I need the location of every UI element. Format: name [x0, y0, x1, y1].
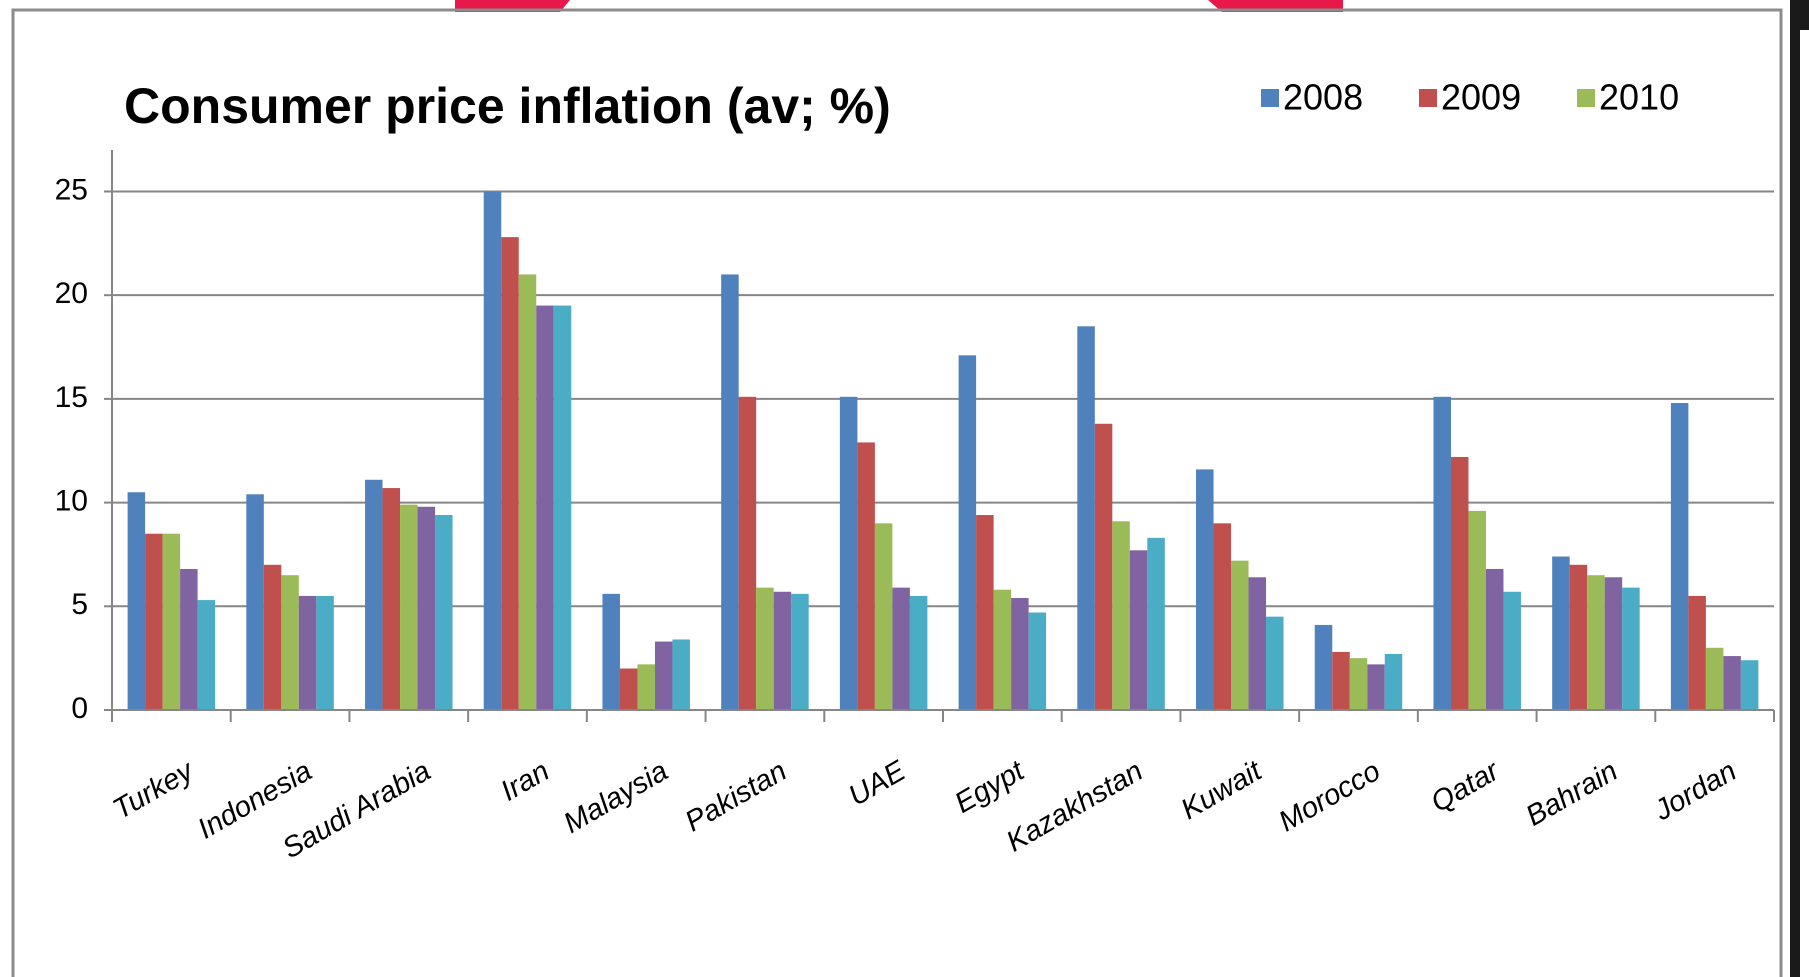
legend-swatch	[1419, 89, 1437, 107]
bar	[1485, 568, 1504, 710]
bar	[1129, 550, 1148, 710]
bar	[756, 587, 774, 710]
bar	[1112, 521, 1130, 710]
bar	[1705, 647, 1724, 710]
bar	[1231, 560, 1249, 710]
bar	[958, 355, 977, 710]
bar	[281, 575, 299, 710]
side-bar	[1800, 30, 1809, 977]
bar	[1587, 575, 1605, 710]
bar	[791, 593, 809, 710]
bar	[1028, 612, 1047, 710]
bar	[773, 591, 792, 710]
y-tick-label: 15	[55, 381, 88, 414]
bar	[435, 515, 453, 710]
bar	[1740, 660, 1759, 710]
bar	[1332, 651, 1350, 710]
bar	[1723, 656, 1741, 710]
bar	[1450, 456, 1469, 710]
bar	[1468, 510, 1486, 710]
bar	[197, 600, 216, 710]
bar	[536, 305, 554, 710]
bar	[993, 589, 1012, 710]
bar	[417, 506, 436, 710]
bar	[1670, 403, 1689, 710]
bar	[976, 515, 994, 710]
chart-title: Consumer price inflation (av; %)	[124, 78, 891, 134]
bar	[738, 396, 757, 710]
bar	[654, 641, 673, 710]
bar	[1622, 587, 1640, 710]
bar	[180, 568, 198, 710]
y-tick-label: 20	[55, 277, 88, 310]
bar	[874, 523, 893, 710]
bar	[1384, 654, 1403, 710]
bar	[1367, 664, 1385, 710]
bar	[892, 587, 910, 710]
bar	[1213, 523, 1232, 710]
bar	[619, 668, 638, 710]
y-tick-label: 0	[71, 692, 88, 725]
bar	[145, 533, 163, 710]
bar	[1077, 326, 1095, 710]
bar	[857, 442, 875, 710]
bar	[1147, 537, 1165, 710]
bar	[553, 305, 572, 710]
y-tick-label: 25	[55, 173, 88, 206]
bar	[365, 479, 383, 710]
bar	[1433, 396, 1451, 710]
bar	[483, 191, 502, 711]
bar	[1569, 564, 1588, 710]
bar	[1349, 658, 1368, 710]
bar	[1094, 423, 1113, 710]
legend-label: 2010	[1599, 77, 1679, 118]
bar	[1196, 469, 1214, 710]
bar	[382, 488, 401, 710]
bar	[602, 593, 620, 710]
bar	[263, 564, 282, 710]
bar	[1248, 577, 1267, 710]
bar	[1011, 598, 1029, 710]
bar	[162, 533, 181, 710]
y-tick-label: 10	[55, 485, 88, 518]
bar	[400, 504, 418, 710]
bar	[1688, 595, 1706, 710]
legend-label: 2009	[1441, 77, 1521, 118]
y-tick-label: 5	[71, 588, 88, 621]
bar	[1266, 616, 1284, 710]
bar	[1552, 556, 1570, 710]
bar	[1503, 591, 1521, 710]
bar	[127, 492, 146, 710]
bar	[672, 639, 690, 710]
bar	[1604, 577, 1623, 710]
bar	[637, 664, 655, 710]
bar	[246, 494, 264, 710]
bar	[839, 396, 858, 710]
bar	[721, 274, 739, 710]
bar	[298, 595, 317, 710]
bar	[909, 595, 928, 710]
legend-swatch	[1261, 89, 1279, 107]
bar	[518, 274, 537, 710]
frame	[11, 8, 1783, 977]
bar	[501, 237, 519, 710]
legend-swatch	[1577, 89, 1595, 107]
bar	[316, 595, 334, 710]
legend-label: 2008	[1283, 77, 1363, 118]
bar	[1314, 624, 1333, 710]
